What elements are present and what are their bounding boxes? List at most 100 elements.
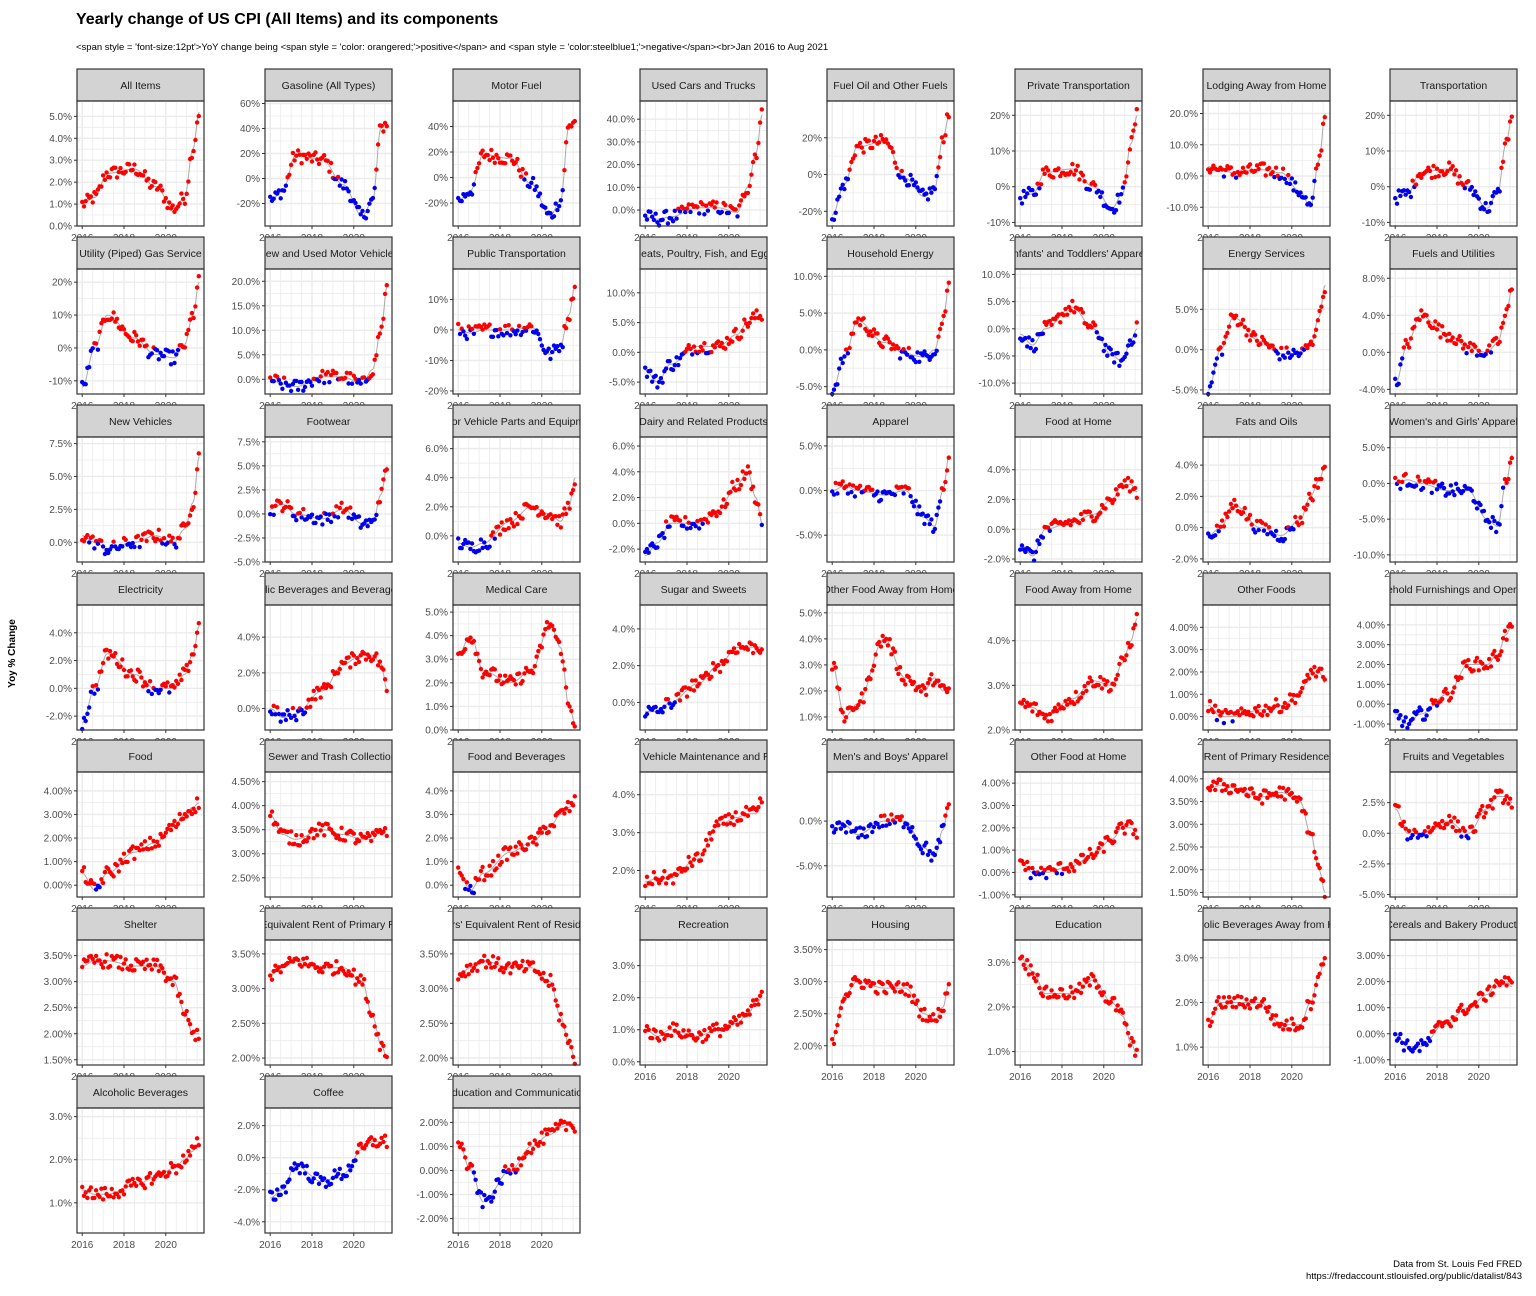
y-tick-label: 3.0%	[987, 958, 1010, 969]
data-point	[154, 348, 160, 353]
data-point	[735, 1022, 740, 1027]
data-point	[541, 511, 546, 517]
data-point	[833, 210, 838, 215]
data-point	[88, 194, 94, 199]
data-point	[325, 517, 330, 522]
data-point	[134, 333, 139, 338]
data-point	[698, 1032, 704, 1037]
data-point	[754, 155, 759, 161]
y-tick-label: 0.0%	[1362, 348, 1385, 359]
data-point	[1219, 710, 1225, 715]
data-point	[1018, 547, 1023, 552]
data-point	[1085, 976, 1091, 981]
data-point	[1282, 536, 1288, 542]
data-point	[530, 670, 536, 676]
data-point	[93, 191, 99, 197]
data-point	[539, 830, 544, 835]
data-point	[184, 191, 189, 196]
data-point	[304, 839, 309, 844]
data-point	[146, 176, 151, 181]
data-point	[721, 1027, 726, 1033]
data-point	[1023, 966, 1028, 971]
data-point	[562, 168, 567, 173]
data-point	[864, 834, 870, 839]
data-point	[530, 175, 536, 181]
y-tick-label: 2.00%	[44, 1029, 72, 1040]
data-point	[1221, 782, 1227, 787]
data-point	[492, 667, 497, 672]
data-point	[384, 1054, 389, 1060]
data-point	[873, 134, 878, 139]
data-point	[85, 958, 90, 963]
data-point	[1480, 803, 1485, 809]
data-point	[1417, 478, 1422, 483]
data-point	[742, 317, 747, 322]
data-point	[1225, 784, 1230, 789]
data-point	[539, 343, 544, 348]
data-point	[1474, 655, 1480, 661]
facet-panel: Other Foods0.00%1.00%2.00%3.00%4.00%2016…	[1170, 572, 1331, 748]
data-point	[187, 513, 193, 518]
data-point	[885, 643, 891, 648]
data-point	[1260, 713, 1265, 718]
data-point	[516, 168, 522, 173]
data-point	[100, 880, 106, 886]
facet-strip	[1014, 572, 1143, 606]
data-point	[144, 683, 149, 688]
data-point	[849, 489, 854, 495]
y-tick-label: 2.5%	[1362, 798, 1385, 809]
y-tick-label: 2.0%	[1175, 492, 1198, 503]
data-point	[177, 201, 182, 206]
data-point	[546, 829, 551, 835]
data-point	[1445, 821, 1450, 827]
data-point	[1023, 867, 1028, 873]
data-point	[315, 965, 320, 970]
data-point	[1132, 1053, 1138, 1058]
facet-strip	[639, 404, 768, 438]
facet-strip	[452, 68, 581, 102]
data-point	[351, 653, 356, 658]
data-point	[871, 138, 877, 144]
data-point	[294, 833, 299, 838]
data-point	[558, 525, 564, 530]
data-point	[480, 864, 485, 870]
data-point	[320, 823, 325, 828]
data-point	[1500, 320, 1506, 326]
data-point	[1260, 801, 1265, 806]
data-point	[1047, 995, 1053, 1000]
data-point	[648, 368, 653, 373]
data-point	[1099, 336, 1105, 342]
data-point	[840, 182, 845, 187]
panel-border	[639, 100, 768, 227]
data-point	[943, 813, 948, 818]
facet-title: All Items	[120, 80, 160, 92]
data-point	[1494, 529, 1499, 535]
y-tick-label: 3.00%	[420, 984, 448, 995]
data-point	[1426, 825, 1431, 830]
y-tick-label: 1.00%	[1357, 680, 1385, 691]
data-point	[686, 343, 691, 348]
data-point	[1129, 1036, 1134, 1041]
data-point	[520, 329, 525, 335]
y-tick-label: 5.0%	[799, 309, 822, 320]
data-point	[892, 160, 898, 165]
data-point	[1481, 815, 1487, 820]
data-point	[885, 336, 891, 341]
facet-title: Men's and Boys' Apparel	[833, 751, 948, 763]
data-point	[1080, 310, 1086, 315]
data-point	[911, 679, 917, 685]
data-point	[712, 667, 717, 672]
facet-title: Household Energy	[847, 248, 934, 260]
data-point	[1124, 484, 1129, 489]
data-point	[1049, 718, 1054, 724]
y-tick-label: 4.0%	[612, 467, 635, 478]
data-point	[712, 205, 717, 210]
data-point	[660, 531, 665, 536]
data-point	[271, 512, 276, 517]
data-point	[728, 821, 733, 826]
data-point	[384, 124, 389, 129]
data-point	[837, 194, 842, 199]
data-point	[1129, 820, 1134, 826]
y-tick-label: 2.50%	[232, 873, 260, 884]
